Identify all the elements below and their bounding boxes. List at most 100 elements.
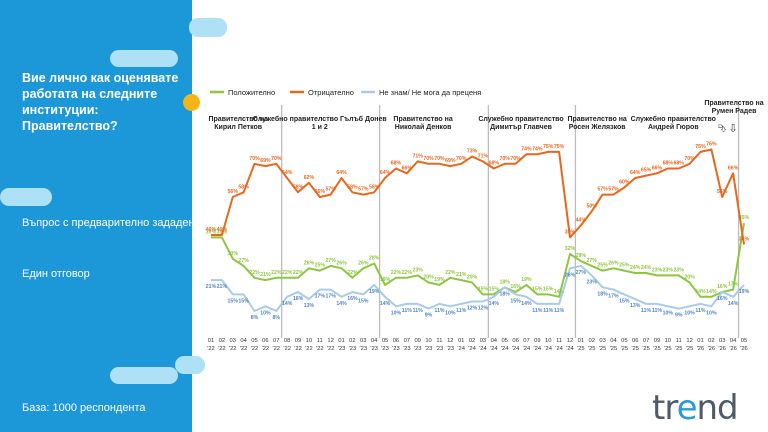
data-label-2: 14%	[282, 301, 293, 307]
period-arrow-1: ⇩	[729, 123, 738, 135]
x-tick-year: '22	[251, 346, 259, 352]
data-label-2: 14%	[728, 301, 739, 307]
x-tick-month: 05	[382, 338, 388, 344]
x-tick-year: '26	[729, 346, 737, 352]
data-label-2: 12%	[467, 306, 478, 312]
data-label-0: 21%	[456, 272, 467, 278]
x-tick-year: '22	[305, 346, 313, 352]
data-label-2: 11%	[434, 308, 444, 314]
x-tick-month: 10	[425, 338, 431, 344]
data-label-1: 70%	[249, 156, 260, 162]
data-label-1: 70%	[423, 156, 434, 162]
data-label-0: 25%	[597, 263, 608, 269]
data-label-2: 11%	[695, 308, 705, 314]
data-label-1: 70%	[684, 156, 695, 162]
decor-pill-top-right	[189, 18, 227, 37]
data-label-1: 40%	[206, 227, 217, 233]
x-tick-month: 09	[654, 338, 660, 344]
data-label-1: 56%	[717, 189, 728, 195]
data-label-1: 71%	[478, 153, 489, 159]
data-label-0: 20%	[423, 275, 434, 281]
data-label-0: 30%	[228, 251, 239, 257]
data-label-2: 14%	[380, 301, 391, 307]
data-label-1: 70%	[456, 156, 467, 162]
period-label-line: Правителство на	[393, 116, 452, 123]
data-label-2: 11%	[652, 308, 662, 314]
period-label-line: Правителство на	[209, 116, 268, 123]
x-tick-year: '24	[457, 346, 465, 352]
x-tick-year: '23	[360, 346, 368, 352]
data-label-2: 15%	[619, 298, 630, 304]
x-tick-year: '23	[349, 346, 357, 352]
x-tick-year: '25	[664, 346, 672, 352]
data-label-2: 11%	[543, 308, 553, 314]
data-label-2: 15%	[510, 298, 521, 304]
x-tick-year: '24	[490, 346, 498, 352]
x-tick-year: '22	[327, 346, 335, 352]
data-label-1: 70%	[271, 156, 282, 162]
data-label-0: 24%	[641, 265, 652, 271]
x-tick-month: 02	[469, 338, 475, 344]
x-tick-year: '24	[479, 346, 487, 352]
legend-label-0: Положително	[228, 88, 275, 97]
data-label-2: 9%	[675, 313, 683, 319]
data-label-2: 16%	[717, 296, 728, 302]
x-tick-year: '24	[501, 346, 509, 352]
data-label-1: 58%	[347, 184, 358, 190]
x-tick-year: '26	[708, 346, 716, 352]
data-label-2: 11%	[641, 308, 651, 314]
data-label-2: 15%	[358, 298, 369, 304]
x-tick-year: '24	[555, 346, 563, 352]
logo-text-left: tr	[652, 388, 678, 428]
period-label-line: Димитър Главчев	[490, 124, 552, 131]
x-tick-month: 03	[360, 338, 366, 344]
data-label-0: 32%	[565, 246, 576, 252]
question-title: Вие лично как оценявате работата на след…	[22, 71, 179, 133]
x-tick-year: '26	[740, 346, 748, 352]
x-tick-year: '22	[207, 346, 215, 352]
data-label-0: 18%	[499, 279, 510, 285]
data-label-2: 10%	[684, 310, 695, 316]
x-tick-year: '24	[512, 346, 520, 352]
x-tick-year: '23	[370, 346, 378, 352]
x-tick-year: '24	[534, 346, 542, 352]
x-tick-month: 11	[556, 338, 562, 344]
data-label-0: 14%	[695, 289, 706, 295]
x-tick-month: 07	[523, 338, 529, 344]
x-tick-year: '23	[436, 346, 444, 352]
data-label-2: 9%	[425, 313, 433, 319]
data-label-0: 15%	[478, 286, 489, 292]
x-tick-year: '25	[642, 346, 650, 352]
x-tick-month: 09	[534, 338, 540, 344]
data-label-0: 22%	[249, 270, 260, 276]
x-tick-year: '25	[599, 346, 607, 352]
data-label-2: 17%	[325, 294, 336, 300]
data-label-1: 74%	[521, 146, 532, 152]
x-tick-month: 05	[501, 338, 507, 344]
x-tick-year: '24	[544, 346, 552, 352]
data-label-0: 23%	[674, 267, 685, 273]
x-tick-year: '26	[697, 346, 705, 352]
data-label-1: 68%	[674, 161, 685, 167]
data-label-1: 39%	[565, 229, 576, 235]
data-label-2: 19%	[369, 289, 380, 295]
data-label-1: 69%	[260, 158, 271, 164]
x-tick-month: 03	[599, 338, 605, 344]
x-tick-year: '22	[262, 346, 270, 352]
period-label-line: Правителство на	[567, 116, 626, 123]
data-label-2: 10%	[706, 310, 717, 316]
x-tick-month: 03	[719, 338, 725, 344]
period-label-line: Румен Радев	[712, 108, 758, 115]
data-label-0: 27%	[587, 258, 598, 264]
x-tick-year: '22	[240, 346, 248, 352]
data-label-0: 19%	[521, 277, 532, 283]
data-label-2: 18%	[597, 291, 608, 297]
data-label-2: 11%	[554, 308, 564, 314]
data-label-0: 22%	[402, 270, 413, 276]
data-label-1: 64%	[336, 170, 347, 176]
x-tick-month: 12	[567, 338, 573, 344]
data-label-2: 26%	[565, 272, 576, 278]
data-label-0: 25%	[619, 263, 630, 269]
data-label-0: 45%	[739, 215, 750, 221]
period-label-line: Андрей Гюров	[648, 123, 699, 131]
